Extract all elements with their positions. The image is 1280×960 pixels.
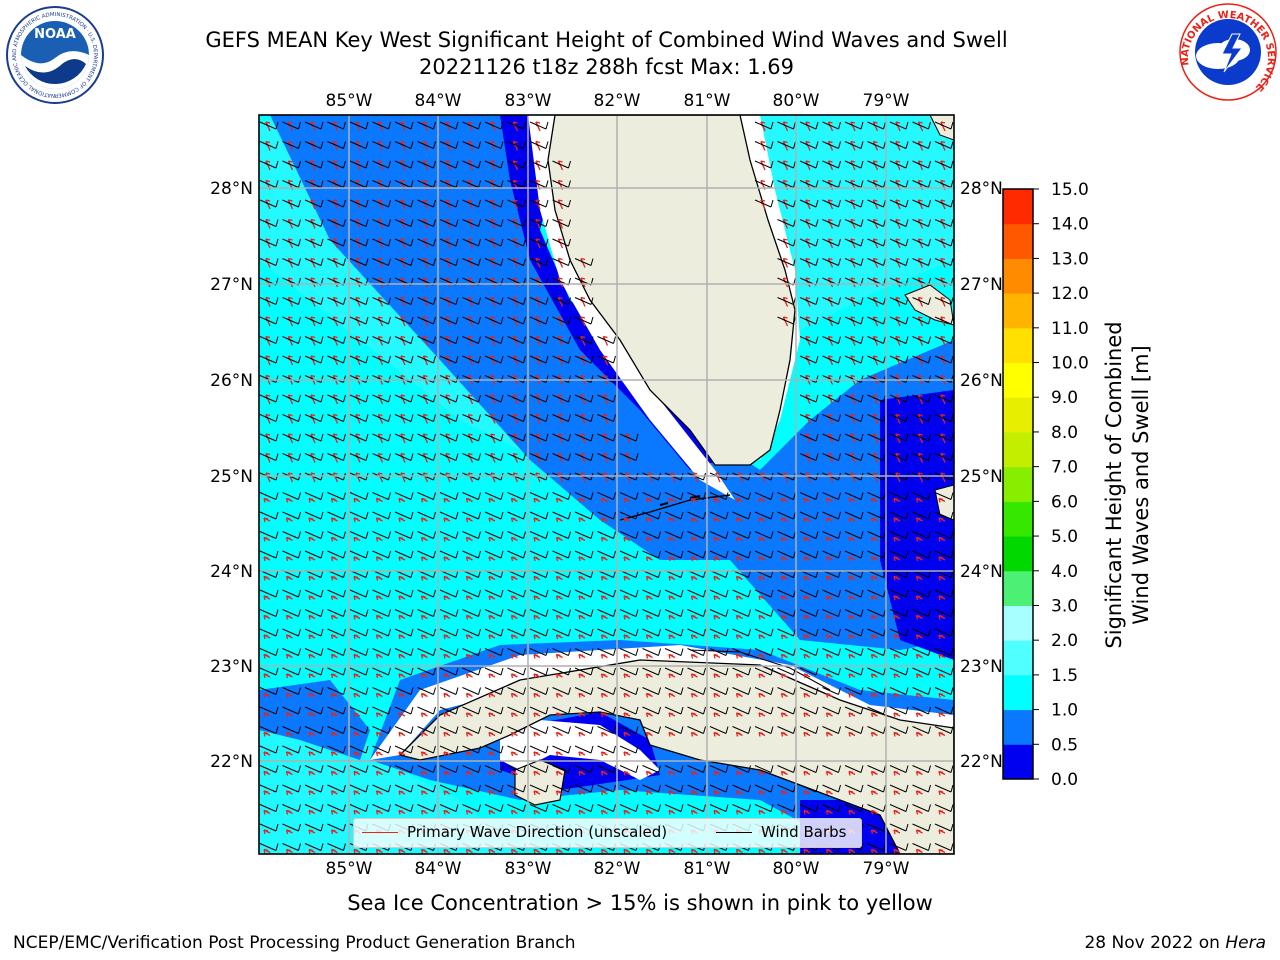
lon-label-top: 81°W xyxy=(684,91,731,111)
colorbar-tick-label: 1.0 xyxy=(1051,701,1078,721)
map-legend: Primary Wave Direction (unscaled) Wind B… xyxy=(353,818,862,848)
colorbar-segment xyxy=(1003,605,1033,641)
colorbar-segment xyxy=(1003,536,1033,572)
lon-label-bottom: 85°W xyxy=(326,859,373,879)
footer-date: 28 Nov 2022 on Hera xyxy=(1084,933,1266,953)
noaa-logo-text: NOAA xyxy=(34,27,76,42)
lon-label-bottom: 81°W xyxy=(684,859,731,879)
legend-black-line xyxy=(716,831,752,833)
colorbar-tick-label: 1.5 xyxy=(1051,666,1078,686)
colorbar-tick-label: 13.0 xyxy=(1051,249,1089,269)
colorbar-tick-label: 10.0 xyxy=(1051,354,1089,374)
sea-ice-note: Sea Ice Concentration > 15% is shown in … xyxy=(347,891,933,915)
colorbar-tick-label: 7.0 xyxy=(1051,458,1078,478)
lon-label-top: 83°W xyxy=(505,91,552,111)
footer-credit: NCEP/EMC/Verification Post Processing Pr… xyxy=(13,933,576,953)
lon-label-top: 84°W xyxy=(415,91,462,111)
colorbar-segment xyxy=(1003,640,1033,676)
colorbar-tick-label: 12.0 xyxy=(1051,284,1089,304)
chart-title: GEFS MEAN Key West Significant Height of… xyxy=(205,28,1008,52)
lat-label-right: 23°N xyxy=(960,657,1003,677)
colorbar-segment xyxy=(1003,709,1033,745)
lat-label-left: 23°N xyxy=(210,657,253,677)
colorbar-segment xyxy=(1003,258,1033,294)
lon-label-bottom: 80°W xyxy=(773,859,820,879)
lat-label-right: 28°N xyxy=(960,179,1003,199)
latitude-labels-right: 28°N 27°N 26°N 25°N 24°N 23°N 22°N xyxy=(960,179,1003,772)
colorbar-tick-label: 11.0 xyxy=(1051,319,1089,339)
lon-label-top: 85°W xyxy=(326,91,373,111)
cuba-landmass xyxy=(398,659,954,854)
colorbar-segment xyxy=(1003,189,1033,225)
colorbar-label-line2: Wind Waves and Swell [m] xyxy=(1129,345,1153,625)
colorbar-label-line1: Significant Height of Combined xyxy=(1102,321,1126,649)
longitude-labels-top: 85°W 84°W 83°W 82°W 81°W 80°W 79°W xyxy=(326,91,910,111)
colorbar-tick-label: 4.0 xyxy=(1051,562,1078,582)
footer-host: Hera xyxy=(1225,933,1266,953)
colorbar-segment xyxy=(1003,223,1033,259)
longitude-labels-bottom: 85°W 84°W 83°W 82°W 81°W 80°W 79°W xyxy=(326,859,910,879)
legend-item-wind-barbs: Wind Barbs xyxy=(716,823,846,841)
nws-logo: NATIONAL WEATHER SERVICE xyxy=(1179,3,1277,101)
lon-label-top: 79°W xyxy=(863,91,910,111)
colorbar-tick-label: 14.0 xyxy=(1051,215,1089,235)
lat-label-left: 28°N xyxy=(210,179,253,199)
lon-label-bottom: 82°W xyxy=(594,859,641,879)
colorbar-segment xyxy=(1003,293,1033,329)
colorbar-tick-label: 8.0 xyxy=(1051,423,1078,443)
colorbar: 0.0 0.5 1.0 1.5 2.0 3.0 4.0 5.0 6.0 7.0 8.0 9.0 10.0… xyxy=(1002,180,1089,790)
colorbar-tick-label: 5.0 xyxy=(1051,527,1078,547)
lat-label-right: 27°N xyxy=(960,275,1003,295)
gridlines xyxy=(259,115,954,854)
legend-red-line xyxy=(362,831,398,833)
vector-field xyxy=(259,121,954,854)
colorbar-tick-label: 15.0 xyxy=(1051,180,1089,200)
footer-date-text: 28 Nov 2022 on xyxy=(1084,933,1220,953)
colorbar-segment xyxy=(1003,431,1033,468)
lon-label-bottom: 79°W xyxy=(863,859,910,879)
lat-label-right: 22°N xyxy=(960,752,1003,772)
lat-label-left: 27°N xyxy=(210,275,253,295)
lon-label-bottom: 83°W xyxy=(505,859,552,879)
lat-label-right: 24°N xyxy=(960,562,1003,582)
colorbar-segment xyxy=(1003,362,1033,398)
colorbar-tick-label: 0.5 xyxy=(1051,735,1078,755)
colorbar-label: Significant Height of Combined Wind Wave… xyxy=(1101,321,1155,648)
lat-label-left: 24°N xyxy=(210,562,253,582)
map-frame xyxy=(258,114,955,855)
lat-label-left: 26°N xyxy=(210,371,253,391)
lon-label-top: 82°W xyxy=(594,91,641,111)
colorbar-tick-label: 0.0 xyxy=(1051,770,1078,790)
legend-label-wave-direction: Primary Wave Direction (unscaled) xyxy=(407,823,668,841)
colorbar-tick-label: 2.0 xyxy=(1051,631,1078,651)
lat-label-left: 22°N xyxy=(210,752,253,772)
colorbar-tick-label: 6.0 xyxy=(1051,492,1078,512)
map-area xyxy=(259,115,954,854)
lat-label-left: 25°N xyxy=(210,467,253,487)
colorbar-segment xyxy=(1003,466,1033,502)
colorbar-segment xyxy=(1003,327,1033,364)
colorbar-tick-label: 9.0 xyxy=(1051,388,1078,408)
colorbar-segment xyxy=(1003,744,1033,780)
legend-item-wave-direction: Primary Wave Direction (unscaled) xyxy=(362,823,667,841)
noaa-logo: NOAA NATIONAL OCEANIC AND ATMOSPHERIC AD… xyxy=(0,0,104,104)
lon-label-top: 80°W xyxy=(773,91,820,111)
latitude-labels-left: 28°N 27°N 26°N 25°N 24°N 23°N 22°N xyxy=(210,179,253,772)
legend-label-wind-barbs: Wind Barbs xyxy=(761,823,847,841)
colorbar-segment xyxy=(1003,501,1033,537)
colorbar-segment xyxy=(1003,397,1033,433)
colorbar-tick-label: 3.0 xyxy=(1051,596,1078,616)
lat-label-right: 25°N xyxy=(960,467,1003,487)
colorbar-segment xyxy=(1003,570,1033,606)
lon-label-bottom: 84°W xyxy=(415,859,462,879)
colorbar-segment xyxy=(1003,674,1033,711)
chart-subtitle-run: 20221126 t18z 288h fcst Max: 1.69 xyxy=(419,55,794,79)
lat-label-right: 26°N xyxy=(960,371,1003,391)
